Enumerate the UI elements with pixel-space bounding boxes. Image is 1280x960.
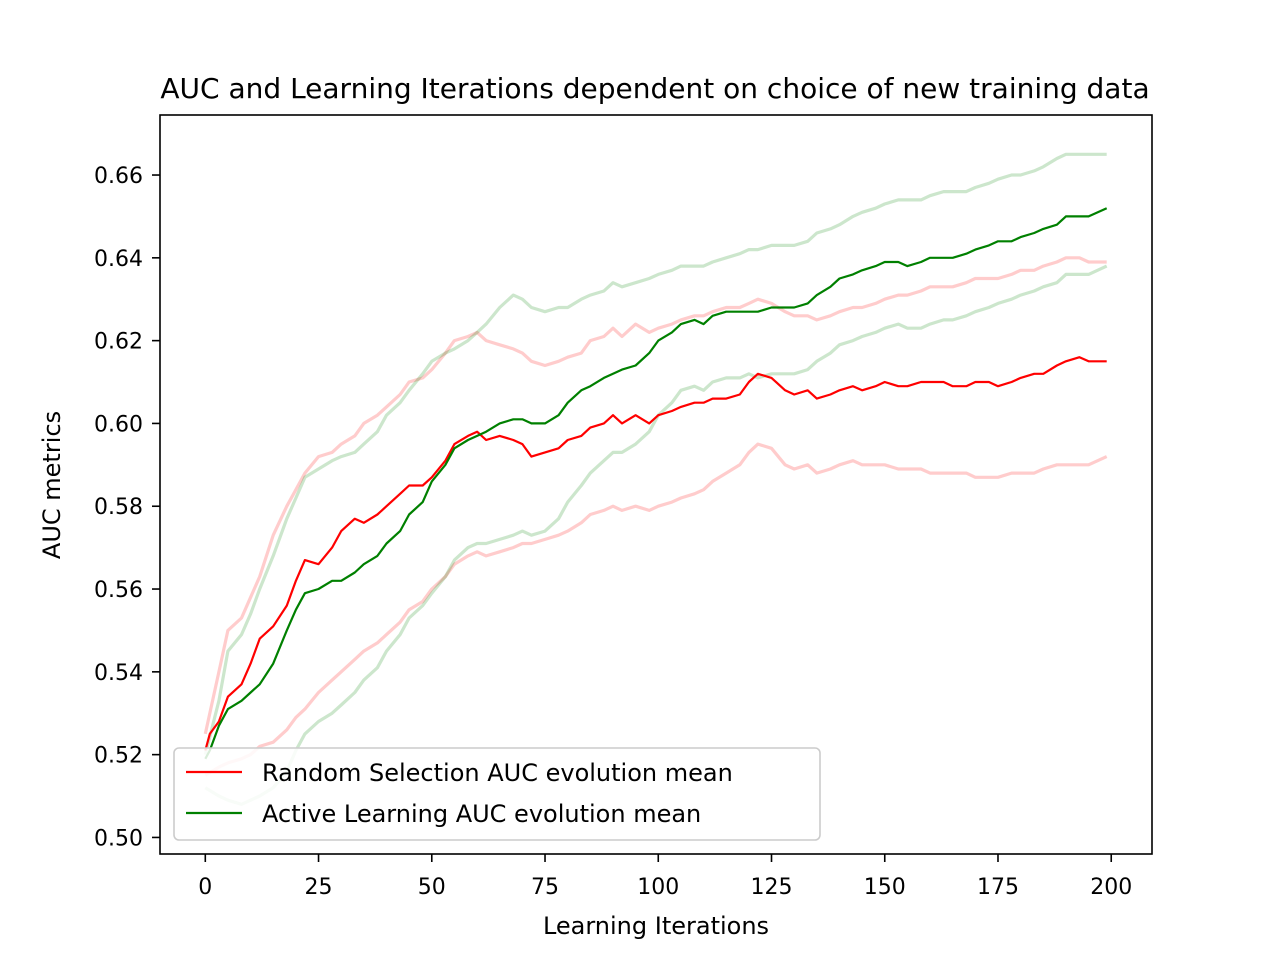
y-tick-label: 0.52 <box>94 744 143 769</box>
series-band-active-lower <box>204 264 1108 806</box>
confidence-bands <box>203 152 1108 806</box>
legend-box <box>173 747 821 841</box>
y-tick-label: 0.60 <box>94 412 143 437</box>
y-axis-ticks: 0.50 0.52 0.54 0.56 0.58 0.60 0.62 0.64 0.66 <box>94 164 160 851</box>
y-tick-label: 0.50 <box>94 826 143 851</box>
mean-lines <box>204 207 1108 760</box>
chart-title: AUC and Learning Iterations dependent on… <box>160 72 1149 105</box>
y-tick-label: 0.56 <box>94 578 143 603</box>
x-axis-label: Learning Iterations <box>543 912 769 940</box>
x-tick-label: 200 <box>1090 875 1132 900</box>
legend-label-random: Random Selection AUC evolution mean <box>262 759 733 787</box>
x-tick-label: 150 <box>864 875 906 900</box>
plot-frame <box>159 114 1153 855</box>
x-tick-label: 25 <box>305 875 333 900</box>
y-tick-label: 0.58 <box>94 495 143 520</box>
series-band-random-upper <box>203 256 1107 735</box>
y-tick-label: 0.62 <box>94 330 143 355</box>
series-band-active-upper <box>203 152 1107 755</box>
series-line-random-mean <box>204 356 1107 751</box>
x-tick-label: 0 <box>198 875 212 900</box>
legend-label-active: Active Learning AUC evolution mean <box>262 800 701 828</box>
x-tick-label: 100 <box>637 875 679 900</box>
x-axis-ticks: 0 25 50 75 100 125 150 175 200 <box>198 854 1132 900</box>
x-tick-label: 175 <box>977 875 1019 900</box>
legend: Random Selection AUC evolution mean Acti… <box>173 747 821 841</box>
y-tick-label: 0.54 <box>94 661 143 686</box>
series-band-random-lower <box>204 442 1108 777</box>
y-tick-label: 0.64 <box>94 247 143 272</box>
y-axis-label: AUC metrics <box>38 411 66 559</box>
x-tick-label: 75 <box>531 875 559 900</box>
series-line-active-mean <box>204 207 1108 760</box>
y-tick-label: 0.66 <box>94 164 143 189</box>
x-tick-label: 50 <box>418 875 446 900</box>
x-tick-label: 125 <box>751 875 793 900</box>
